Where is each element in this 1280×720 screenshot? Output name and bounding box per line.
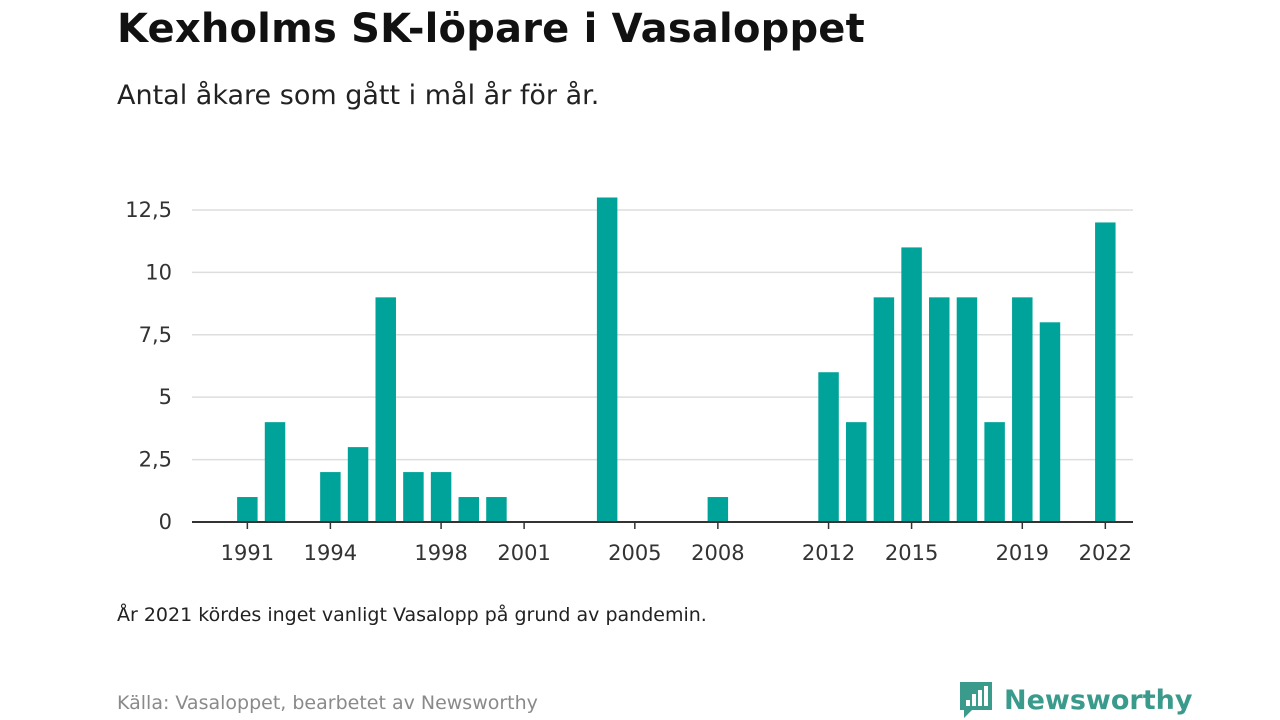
brand-logo: Newsworthy xyxy=(958,680,1192,720)
y-tick-label: 2,5 xyxy=(139,448,172,472)
x-tick-label: 1991 xyxy=(221,541,274,565)
bar-2018 xyxy=(984,422,1005,522)
bar-2000 xyxy=(486,497,507,522)
bar-1992 xyxy=(264,422,286,522)
x-tick-label: 2012 xyxy=(802,541,855,565)
bar-2013 xyxy=(845,422,867,522)
x-tick-label: 2019 xyxy=(996,541,1049,565)
bar-1998 xyxy=(430,472,452,522)
y-tick-label: 0 xyxy=(159,510,172,534)
chart-subtitle: Antal åkare som gått i mål år för år. xyxy=(117,80,600,111)
y-tick-label: 10 xyxy=(145,260,172,284)
bar-1995 xyxy=(347,447,369,522)
newsworthy-logo-icon xyxy=(960,682,992,718)
brand-name: Newsworthy xyxy=(1004,684,1193,716)
y-tick-label: 12,5 xyxy=(125,198,172,222)
bar-2014 xyxy=(873,297,895,522)
bar-1999 xyxy=(458,497,480,522)
source-text: Källa: Vasaloppet, bearbetet av Newswort… xyxy=(117,692,538,714)
x-tick-label: 1994 xyxy=(304,541,357,565)
bar-chart: 0 2,5 5 7,5 10 12,5 1991 1994 1998 2001 2005 2008 20… xyxy=(125,197,1133,565)
bars xyxy=(237,197,1116,522)
bar-2017 xyxy=(956,297,978,522)
gridlines xyxy=(192,209,1133,461)
bar-2020 xyxy=(1039,322,1061,522)
y-tick-label: 7,5 xyxy=(139,323,172,347)
x-tick-label: 1998 xyxy=(414,541,467,565)
x-tick-label: 2015 xyxy=(885,541,938,565)
bar-2019 xyxy=(1012,297,1033,522)
bar-1994 xyxy=(320,472,341,522)
bar-2004 xyxy=(596,197,618,522)
x-tick-label: 2022 xyxy=(1079,541,1132,565)
bar-1997 xyxy=(403,472,424,522)
x-tick-label: 2005 xyxy=(608,541,661,565)
x-tick-label: 2008 xyxy=(691,541,744,565)
x-tick-label: 2001 xyxy=(497,541,550,565)
bar-2016 xyxy=(929,297,950,522)
bar-2015 xyxy=(901,247,922,522)
chart-note: År 2021 kördes inget vanligt Vasalopp på… xyxy=(117,604,707,626)
bar-2012 xyxy=(818,372,839,522)
bar-2008 xyxy=(707,497,729,522)
y-tick-label: 5 xyxy=(159,385,172,409)
bar-2022 xyxy=(1095,222,1116,522)
axes: 0 2,5 5 7,5 10 12,5 1991 1994 1998 2001 2005 2008 20… xyxy=(125,198,1133,565)
chart-title: Kexholms SK-löpare i Vasaloppet xyxy=(117,6,865,52)
bar-1996 xyxy=(375,297,396,522)
bar-1991 xyxy=(237,497,258,522)
